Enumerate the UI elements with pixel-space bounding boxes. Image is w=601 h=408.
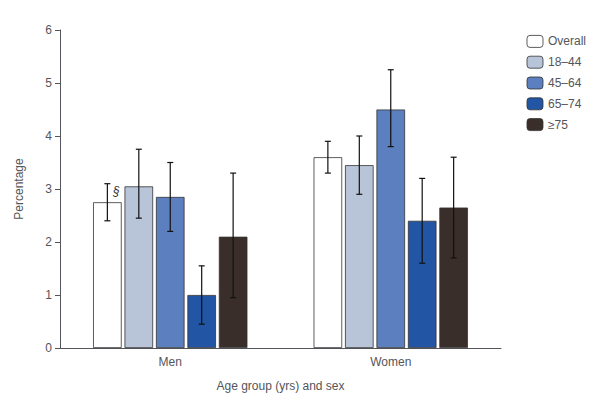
svg-text:≥75: ≥75 — [548, 118, 568, 132]
svg-text:§: § — [112, 184, 120, 198]
svg-text:Overall: Overall — [548, 34, 586, 48]
svg-text:18–44: 18–44 — [548, 55, 582, 69]
svg-text:5: 5 — [45, 76, 52, 90]
svg-text:Women: Women — [370, 355, 411, 369]
svg-text:Percentage: Percentage — [12, 158, 26, 220]
svg-text:45–64: 45–64 — [548, 76, 582, 90]
svg-text:3: 3 — [45, 182, 52, 196]
svg-text:0: 0 — [45, 341, 52, 355]
svg-text:65–74: 65–74 — [548, 97, 582, 111]
svg-text:4: 4 — [45, 129, 52, 143]
svg-text:Men: Men — [159, 355, 182, 369]
svg-text:Age group (yrs) and sex: Age group (yrs) and sex — [216, 379, 344, 393]
svg-text:6: 6 — [45, 23, 52, 37]
svg-text:2: 2 — [45, 235, 52, 249]
svg-text:1: 1 — [45, 288, 52, 302]
